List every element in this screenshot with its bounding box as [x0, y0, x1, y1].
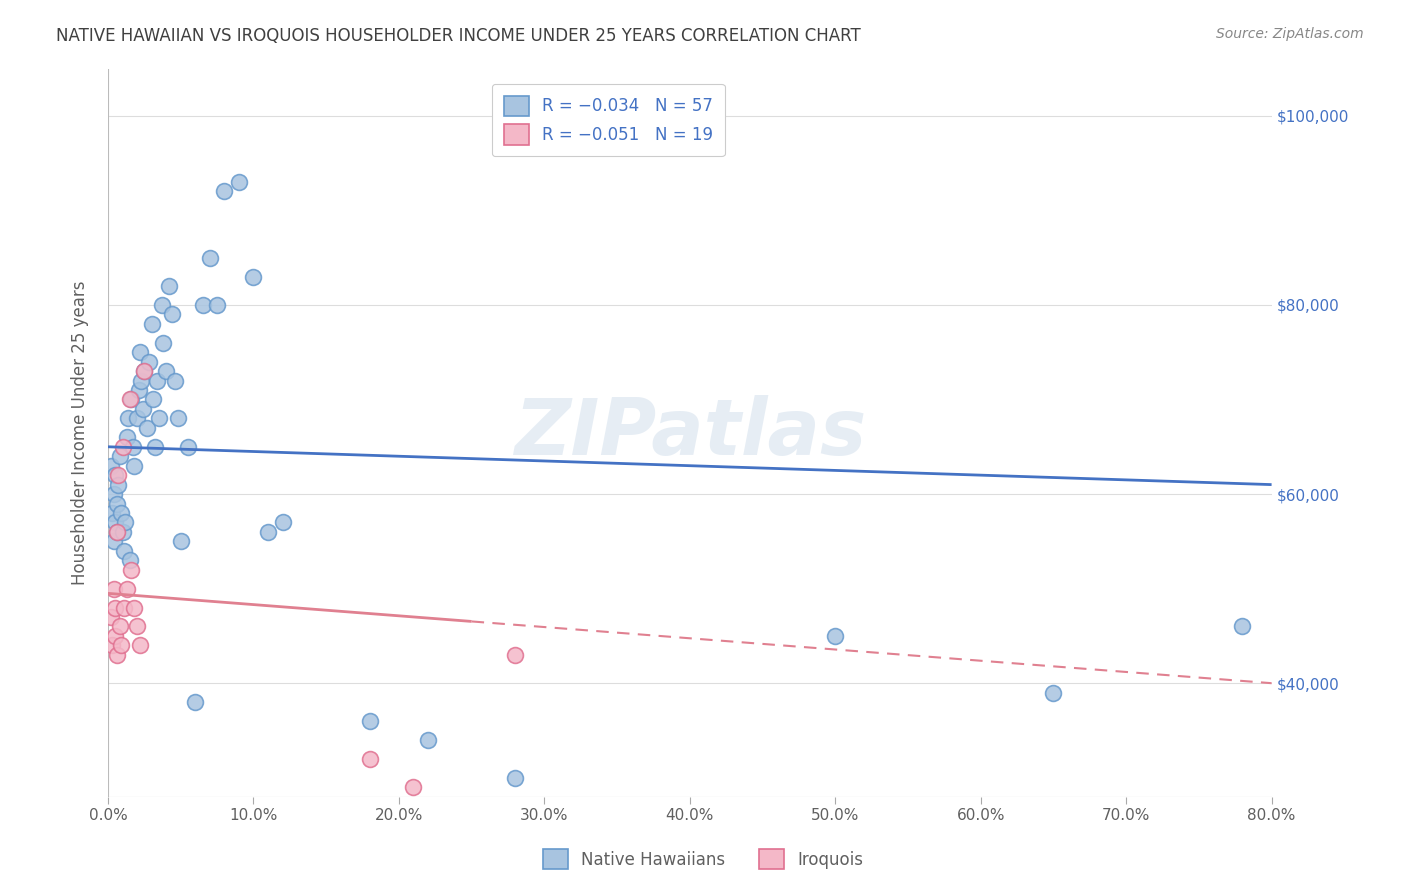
- Point: [115, 430, 138, 444]
- Point: [110, 506, 132, 520]
- Point: [134, 364, 156, 378]
- Point: [214, 185, 236, 199]
- Point: [103, 582, 125, 596]
- Point: [108, 449, 131, 463]
- Point: [166, 411, 188, 425]
- Point: [107, 477, 129, 491]
- Point: [1232, 619, 1254, 633]
- Text: Source: ZipAtlas.com: Source: ZipAtlas.com: [1216, 27, 1364, 41]
- Point: [142, 392, 165, 407]
- Point: [101, 639, 124, 653]
- Point: [125, 411, 148, 425]
- Point: [110, 639, 132, 653]
- Point: [177, 440, 200, 454]
- Point: [108, 619, 131, 633]
- Point: [198, 251, 221, 265]
- Point: [105, 496, 128, 510]
- Point: [146, 374, 169, 388]
- Point: [271, 516, 294, 530]
- Point: [191, 298, 214, 312]
- Point: [118, 392, 141, 407]
- Y-axis label: Householder Income Under 25 years: Householder Income Under 25 years: [72, 280, 89, 585]
- Point: [359, 752, 381, 766]
- Point: [129, 639, 152, 653]
- Point: [105, 524, 128, 539]
- Point: [104, 468, 127, 483]
- Point: [103, 534, 125, 549]
- Point: [141, 317, 163, 331]
- Point: [131, 374, 153, 388]
- Point: [134, 364, 156, 378]
- Point: [104, 629, 127, 643]
- Point: [111, 440, 134, 454]
- Point: [103, 487, 125, 501]
- Point: [157, 279, 180, 293]
- Point: [824, 629, 846, 643]
- Point: [120, 563, 142, 577]
- Point: [100, 458, 122, 473]
- Point: [112, 543, 135, 558]
- Point: [120, 392, 142, 407]
- Point: [242, 269, 264, 284]
- Point: [112, 600, 135, 615]
- Point: [503, 648, 526, 662]
- Point: [170, 534, 193, 549]
- Point: [152, 335, 174, 350]
- Text: ZIPatlas: ZIPatlas: [513, 394, 866, 471]
- Point: [184, 695, 207, 709]
- Point: [257, 524, 280, 539]
- Point: [105, 648, 128, 662]
- Point: [104, 516, 127, 530]
- Point: [101, 506, 124, 520]
- Point: [128, 383, 150, 397]
- Point: [359, 714, 381, 728]
- Point: [105, 524, 128, 539]
- Point: [104, 600, 127, 615]
- Point: [136, 421, 159, 435]
- Legend: R = −0.034   N = 57, R = −0.051   N = 19: R = −0.034 N = 57, R = −0.051 N = 19: [492, 84, 724, 156]
- Point: [111, 524, 134, 539]
- Point: [163, 374, 186, 388]
- Point: [100, 610, 122, 624]
- Point: [228, 175, 250, 189]
- Point: [115, 582, 138, 596]
- Point: [122, 600, 145, 615]
- Point: [402, 780, 425, 795]
- Text: NATIVE HAWAIIAN VS IROQUOIS HOUSEHOLDER INCOME UNDER 25 YEARS CORRELATION CHART: NATIVE HAWAIIAN VS IROQUOIS HOUSEHOLDER …: [56, 27, 860, 45]
- Point: [122, 458, 145, 473]
- Point: [503, 771, 526, 785]
- Point: [150, 298, 173, 312]
- Legend: Native Hawaiians, Iroquois: Native Hawaiians, Iroquois: [533, 838, 873, 880]
- Point: [143, 440, 166, 454]
- Point: [148, 411, 170, 425]
- Point: [160, 307, 183, 321]
- Point: [155, 364, 177, 378]
- Point: [118, 553, 141, 567]
- Point: [205, 298, 228, 312]
- Point: [416, 733, 439, 747]
- Point: [138, 354, 160, 368]
- Point: [121, 440, 143, 454]
- Point: [1042, 686, 1064, 700]
- Point: [117, 411, 139, 425]
- Point: [129, 345, 152, 359]
- Point: [114, 516, 136, 530]
- Point: [132, 401, 155, 416]
- Point: [125, 619, 148, 633]
- Point: [107, 468, 129, 483]
